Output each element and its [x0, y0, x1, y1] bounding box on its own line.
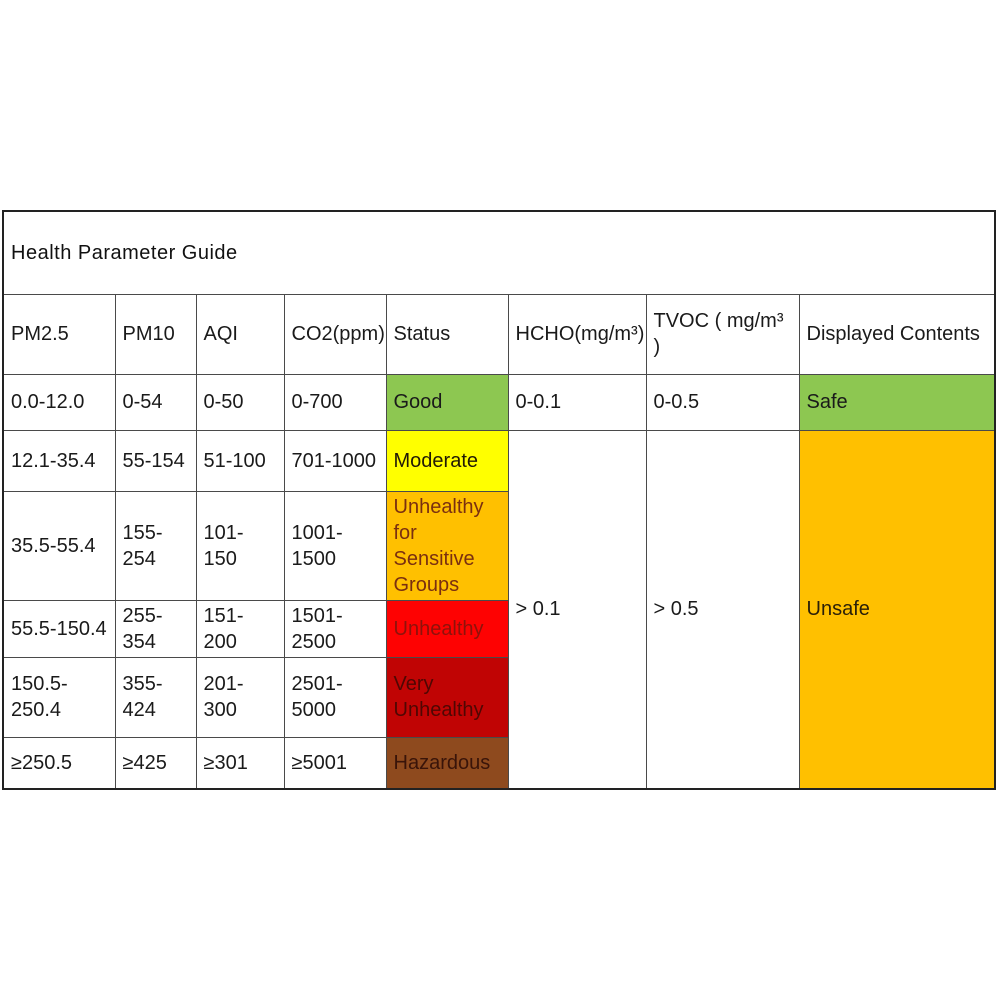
pm25-cell: 35.5-55.4: [2, 490, 116, 601]
header-pm10: PM10: [114, 293, 197, 375]
pm25-cell: ≥250.5: [2, 736, 116, 790]
pm10-cell: 0-54: [114, 373, 197, 431]
displayed-cell-safe: Safe: [798, 373, 996, 431]
co2-cell: ≥5001: [283, 736, 387, 790]
merged-tvoc-cell: > 0.5: [645, 429, 800, 790]
pm10-cell: 355-424: [114, 656, 197, 738]
status-cell-moderate: Moderate: [385, 429, 509, 492]
aqi-cell: 201-300: [195, 656, 285, 738]
aqi-cell: 151-200: [195, 599, 285, 658]
table-row: 35.5-55.4 155-254 101-150 1001-1500 Unhe…: [2, 490, 995, 601]
header-status: Status: [385, 293, 509, 375]
co2-cell: 1501-2500: [283, 599, 387, 658]
aqi-cell: 101-150: [195, 490, 285, 601]
aqi-cell: ≥301: [195, 736, 285, 790]
table-row: 12.1-35.4 55-154 51-100 701-1000 Moderat…: [2, 429, 996, 790]
header-tvoc: TVOC ( mg/m³ ): [645, 293, 800, 375]
aqi-cell: 51-100: [195, 429, 285, 492]
table-row: ≥250.5 ≥425 ≥301 ≥5001 Hazardous: [2, 736, 995, 790]
header-aqi: AQI: [195, 293, 285, 375]
title-row: Health Parameter Guide: [2, 210, 996, 295]
pm10-cell: 155-254: [114, 490, 197, 601]
co2-cell: 1001-1500: [283, 490, 387, 601]
pm25-cell: 55.5-150.4: [2, 599, 116, 658]
pm25-cell: 150.5-250.4: [2, 656, 116, 738]
status-cell-unhealthy-sensitive: Unhealthy for Sensitive Groups: [385, 490, 509, 601]
table-row: 150.5-250.4 355-424 201-300 2501-5000 Ve…: [2, 656, 995, 738]
merged-hcho-cell: > 0.1: [507, 429, 647, 790]
header-row: PM2.5 PM10 AQI CO2(ppm) Status HCHO(mg/m…: [2, 293, 996, 375]
health-parameter-table: Health Parameter Guide PM2.5 PM10 AQI CO…: [2, 210, 997, 790]
hcho-cell: 0-0.1: [507, 373, 647, 431]
header-hcho: HCHO(mg/m³): [507, 293, 647, 375]
table-row: 55.5-150.4 255-354 151-200 1501-2500 Unh…: [2, 599, 995, 658]
pm25-cell: 12.1-35.4: [2, 429, 116, 492]
status-cell-unhealthy: Unhealthy: [385, 599, 509, 658]
header-displayed: Displayed Contents: [798, 293, 996, 375]
co2-cell: 701-1000: [283, 429, 387, 492]
status-cell-hazardous: Hazardous: [385, 736, 509, 790]
table-row: 0.0-12.0 0-54 0-50 0-700 Good 0-0.1 0-0.…: [2, 373, 996, 431]
header-pm25: PM2.5: [2, 293, 116, 375]
header-co2: CO2(ppm): [283, 293, 387, 375]
status-cell-very-unhealthy: Very Unhealthy: [385, 656, 509, 738]
table-title: Health Parameter Guide: [2, 210, 996, 295]
co2-cell: 0-700: [283, 373, 387, 431]
pm10-cell: 255-354: [114, 599, 197, 658]
tvoc-cell: 0-0.5: [645, 373, 800, 431]
aqi-cell: 0-50: [195, 373, 285, 431]
pm10-cell: ≥425: [114, 736, 197, 790]
co2-cell: 2501-5000: [283, 656, 387, 738]
status-cell-good: Good: [385, 373, 509, 431]
pm10-cell: 55-154: [114, 429, 197, 492]
merged-displayed-cell-unsafe: Unsafe: [798, 429, 996, 790]
pm25-cell: 0.0-12.0: [2, 373, 116, 431]
